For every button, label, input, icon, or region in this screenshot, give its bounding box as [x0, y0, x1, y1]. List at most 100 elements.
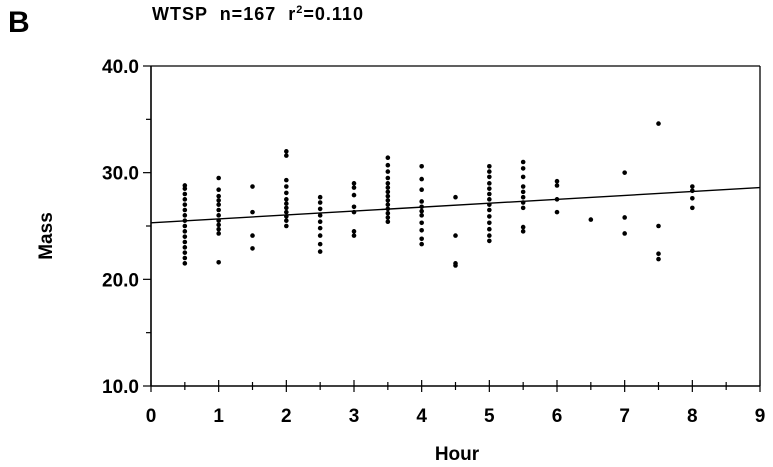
data-point	[520, 194, 526, 200]
data-point	[284, 197, 289, 202]
data-point	[419, 199, 424, 204]
y-tick-label: 20.0	[102, 270, 139, 291]
data-point	[487, 220, 492, 226]
data-point	[182, 250, 188, 255]
data-point	[284, 190, 289, 196]
data-point	[487, 226, 492, 232]
title-r2-exponent: 2	[296, 4, 304, 16]
data-point	[284, 149, 289, 154]
y-axis-label: Mass	[36, 212, 57, 260]
data-point	[487, 207, 492, 213]
data-point	[351, 229, 357, 234]
data-point	[622, 231, 627, 236]
data-point	[487, 214, 492, 219]
data-point	[351, 181, 357, 186]
data-point	[419, 176, 424, 182]
axes	[150, 65, 761, 387]
regression-line-group	[150, 186, 761, 224]
data-point	[453, 261, 458, 266]
data-points	[182, 121, 695, 268]
x-tick-label: 4	[416, 406, 427, 427]
data-point	[385, 169, 391, 174]
data-point	[554, 183, 560, 188]
data-point	[182, 261, 188, 266]
data-point	[182, 183, 188, 188]
data-point	[317, 233, 323, 238]
data-point	[250, 209, 255, 215]
data-point	[216, 222, 221, 228]
data-point	[182, 197, 188, 202]
data-point	[317, 249, 323, 254]
title-r2-value: =0.110	[303, 4, 364, 24]
data-point	[216, 226, 221, 232]
data-point	[182, 229, 188, 234]
data-point	[284, 218, 289, 223]
data-point	[419, 213, 424, 218]
x-tick-label: 6	[552, 406, 563, 427]
data-point	[216, 259, 221, 265]
data-point	[487, 181, 492, 186]
data-point	[419, 227, 424, 233]
data-point	[284, 177, 289, 183]
data-point	[385, 185, 391, 190]
data-point	[385, 210, 391, 216]
data-point	[284, 201, 289, 206]
data-point	[487, 238, 492, 244]
data-point	[487, 174, 492, 180]
panel-label: B	[8, 6, 30, 39]
data-point	[385, 202, 391, 207]
data-point	[182, 191, 188, 197]
data-point	[284, 184, 289, 189]
data-point	[182, 255, 188, 261]
data-point	[520, 189, 526, 195]
x-tick-label: 8	[687, 406, 698, 427]
chart-title: WTSP n=167 r2=0.110	[152, 4, 364, 25]
x-axis-ticks: 0 1 2 3 4 5 6 7 8 9	[146, 380, 765, 427]
data-point	[419, 187, 424, 193]
title-r2-prefix: r	[288, 4, 297, 24]
y-tick-label: 40.0	[102, 57, 139, 78]
regression-line	[150, 186, 761, 224]
data-point	[317, 213, 323, 218]
data-point	[656, 256, 661, 262]
data-point	[385, 193, 391, 199]
data-point	[385, 219, 391, 225]
data-point	[419, 163, 424, 169]
data-point	[216, 213, 221, 218]
data-point	[419, 241, 424, 247]
data-point	[317, 219, 323, 225]
data-point	[317, 194, 323, 200]
data-point	[317, 206, 323, 212]
data-point	[487, 191, 492, 197]
data-point	[554, 209, 560, 215]
data-point	[216, 187, 221, 193]
data-point	[588, 217, 594, 222]
data-point	[385, 189, 391, 195]
data-point	[520, 205, 526, 211]
data-point	[520, 224, 526, 230]
data-point	[656, 223, 661, 229]
x-tick-label: 1	[213, 406, 224, 427]
data-point	[520, 159, 526, 165]
data-point	[317, 225, 323, 231]
data-point	[385, 215, 391, 220]
data-point	[216, 231, 221, 236]
data-point	[487, 197, 492, 202]
data-point	[520, 166, 526, 171]
data-point	[690, 205, 695, 211]
data-point	[656, 121, 661, 126]
data-point	[385, 175, 391, 181]
data-point	[419, 220, 424, 226]
x-tick-label: 0	[146, 406, 157, 427]
title-n: n=167	[219, 4, 277, 24]
data-point	[487, 163, 492, 169]
x-tick-label: 5	[484, 406, 495, 427]
data-point	[554, 178, 560, 184]
data-point	[453, 233, 458, 238]
data-point	[250, 246, 255, 251]
data-point	[487, 169, 492, 174]
data-point	[284, 223, 289, 229]
data-point	[216, 207, 221, 213]
data-point	[317, 200, 323, 205]
